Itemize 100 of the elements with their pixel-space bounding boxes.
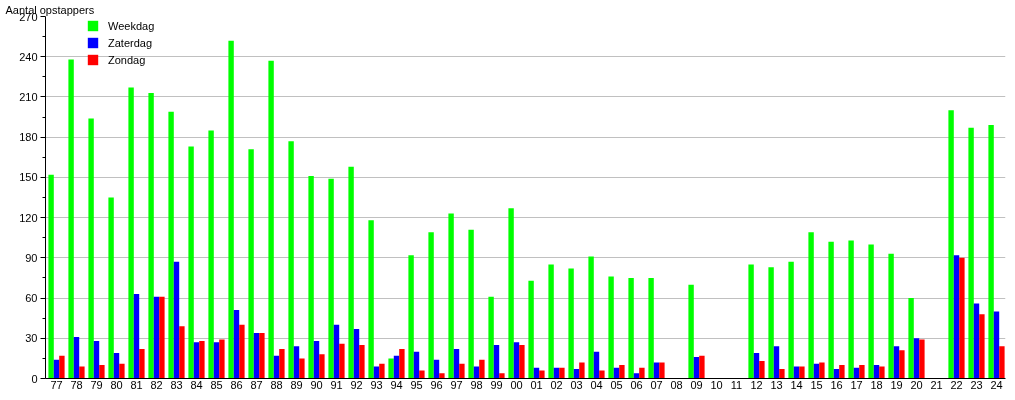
bar [99,365,105,379]
x-tick-label: 80 [110,378,123,391]
x-tick-label: 09 [690,378,703,391]
bar [968,127,974,379]
bar [879,366,885,379]
bar [299,358,305,379]
bar [653,362,660,379]
x-tick-label: 05 [610,378,623,391]
x-tick-label: 16 [830,378,843,391]
bar [399,349,405,379]
bar [588,256,594,379]
bar [459,363,465,379]
bar [68,59,74,379]
bar [748,264,754,379]
bar [999,346,1005,379]
bar [508,208,514,379]
x-tick-label: 94 [390,378,403,391]
x-tick-label: 83 [170,378,183,391]
bar [848,240,854,379]
bar [293,346,300,379]
x-tick-label: 88 [270,378,283,391]
bar [333,324,340,379]
bar [419,370,425,379]
bar [539,370,545,379]
bar [959,257,965,379]
bar [753,353,760,379]
bar [328,178,334,379]
x-tick-label: 23 [970,378,983,391]
x-tick-label: 92 [350,378,363,391]
x-tick-label: 81 [130,378,143,391]
bar [973,303,980,379]
x-tick-label: 78 [70,378,83,391]
bar [979,314,985,379]
bar [159,296,165,379]
bar [559,367,565,379]
x-tick-label: 24 [990,378,1003,391]
bar [379,363,385,379]
bar [693,357,700,379]
x-tick-label: 85 [210,378,223,391]
x-tick-label: 82 [150,378,163,391]
y-tick-label: 30 [25,332,38,345]
bar [799,366,805,379]
bar [473,366,480,379]
bar [93,340,100,379]
bar [368,220,374,379]
bar [839,365,845,379]
bar [179,326,185,379]
bar [233,310,240,379]
bar [388,358,394,379]
bar [439,373,445,379]
bar [373,366,380,379]
bar [359,344,365,379]
x-tick-label: 97 [450,378,463,391]
bar [119,363,125,379]
bar [788,261,794,379]
bar [133,294,140,379]
bar [348,166,354,379]
x-tick-label: 14 [790,378,803,391]
bar [499,373,505,379]
x-tick-label: 21 [930,378,943,391]
x-tick-label: 12 [750,378,763,391]
x-tick-label: 89 [290,378,303,391]
bar [859,365,865,379]
bar [113,353,120,379]
bar [699,355,705,379]
bar [513,342,520,379]
x-tick-label: 13 [770,378,783,391]
y-tick-label: 240 [19,50,38,63]
x-tick-label: 18 [870,378,883,391]
legend-label: Zaterdag [108,36,153,49]
x-tick-label: 79 [90,378,103,391]
bar [339,343,345,379]
x-tick-label: 90 [310,378,323,391]
x-tick-label: 86 [230,378,243,391]
bar [408,255,414,379]
x-tick-label: 07 [650,378,663,391]
x-tick-label: 04 [590,378,603,391]
x-tick-label: 00 [510,378,523,391]
legend-label: Weekdag [108,19,155,32]
bar [153,296,160,379]
bar [628,277,634,379]
bar [779,369,785,379]
bar [59,355,65,379]
bar [253,332,260,379]
x-tick-label: 77 [50,378,63,391]
legend-label: Zondag [108,53,146,66]
bar [899,350,905,379]
y-tick-label: 210 [19,90,38,103]
bar [773,346,780,379]
bar [519,344,525,379]
bar [919,339,925,379]
bar [288,141,294,379]
bar [79,366,85,379]
bar [579,362,585,379]
y-tick-label: 60 [25,292,38,305]
bar [48,174,54,379]
bar [568,268,574,379]
bar [468,229,474,379]
bar [453,349,460,379]
x-tick-label: 84 [190,378,203,391]
